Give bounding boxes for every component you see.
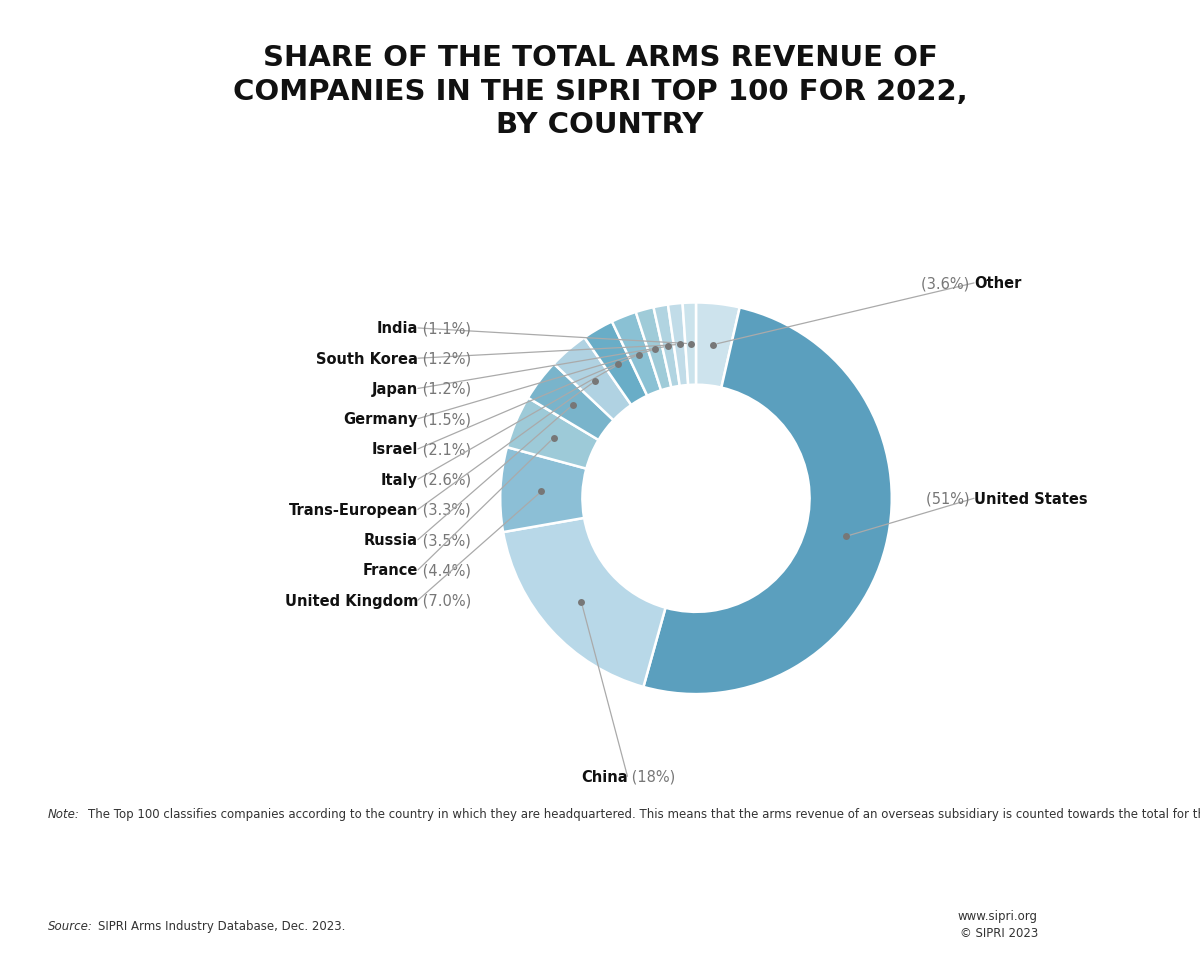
Text: (3.3%): (3.3%) xyxy=(418,503,470,517)
Text: Russia: Russia xyxy=(364,533,418,548)
Text: India: India xyxy=(377,321,418,336)
Text: (1.1%): (1.1%) xyxy=(418,321,470,336)
Text: Germany: Germany xyxy=(343,412,418,426)
Text: China: China xyxy=(581,769,628,784)
Text: SHARE OF THE TOTAL ARMS REVENUE OF
COMPANIES IN THE SIPRI TOP 100 FOR 2022,
BY C: SHARE OF THE TOTAL ARMS REVENUE OF COMPA… xyxy=(233,44,967,139)
Text: South Korea: South Korea xyxy=(316,351,418,367)
Wedge shape xyxy=(554,338,631,421)
Text: France: France xyxy=(362,562,418,578)
Wedge shape xyxy=(643,308,892,694)
Text: Other: Other xyxy=(974,276,1021,291)
Wedge shape xyxy=(584,322,647,406)
Text: sipri: sipri xyxy=(1060,953,1114,972)
Wedge shape xyxy=(696,303,739,388)
Text: (4.4%): (4.4%) xyxy=(418,562,470,578)
Text: Trans-European: Trans-European xyxy=(288,503,418,517)
Wedge shape xyxy=(612,313,661,396)
Text: United States: United States xyxy=(974,491,1087,507)
Text: www.sipri.org
© SIPRI 2023: www.sipri.org © SIPRI 2023 xyxy=(958,910,1038,940)
Text: (51%): (51%) xyxy=(925,491,974,507)
Wedge shape xyxy=(503,518,666,688)
Wedge shape xyxy=(506,398,599,469)
Wedge shape xyxy=(500,448,587,533)
Text: (2.6%): (2.6%) xyxy=(418,472,472,487)
Text: Note:: Note: xyxy=(48,807,80,820)
Text: SIPRI Arms Industry Database, Dec. 2023.: SIPRI Arms Industry Database, Dec. 2023. xyxy=(98,919,346,932)
Text: (7.0%): (7.0%) xyxy=(418,593,472,608)
Text: (2.1%): (2.1%) xyxy=(418,442,472,457)
Wedge shape xyxy=(683,303,696,385)
Text: Japan: Japan xyxy=(372,381,418,396)
Text: (1.2%): (1.2%) xyxy=(418,381,472,396)
Text: Italy: Italy xyxy=(380,472,418,487)
Text: United Kingdom: United Kingdom xyxy=(284,593,418,608)
Text: Israel: Israel xyxy=(372,442,418,457)
Wedge shape xyxy=(668,303,688,386)
Text: (3.5%): (3.5%) xyxy=(418,533,470,548)
Text: (1.5%): (1.5%) xyxy=(418,412,470,426)
Text: (1.2%): (1.2%) xyxy=(418,351,472,367)
Wedge shape xyxy=(528,364,613,440)
Wedge shape xyxy=(654,305,679,388)
Text: Source:: Source: xyxy=(48,919,92,932)
Wedge shape xyxy=(636,308,671,391)
Text: (18%): (18%) xyxy=(628,769,676,784)
Text: (3.6%): (3.6%) xyxy=(922,276,974,291)
Text: The Top 100 classifies companies according to the country in which they are head: The Top 100 classifies companies accordi… xyxy=(88,807,1200,820)
